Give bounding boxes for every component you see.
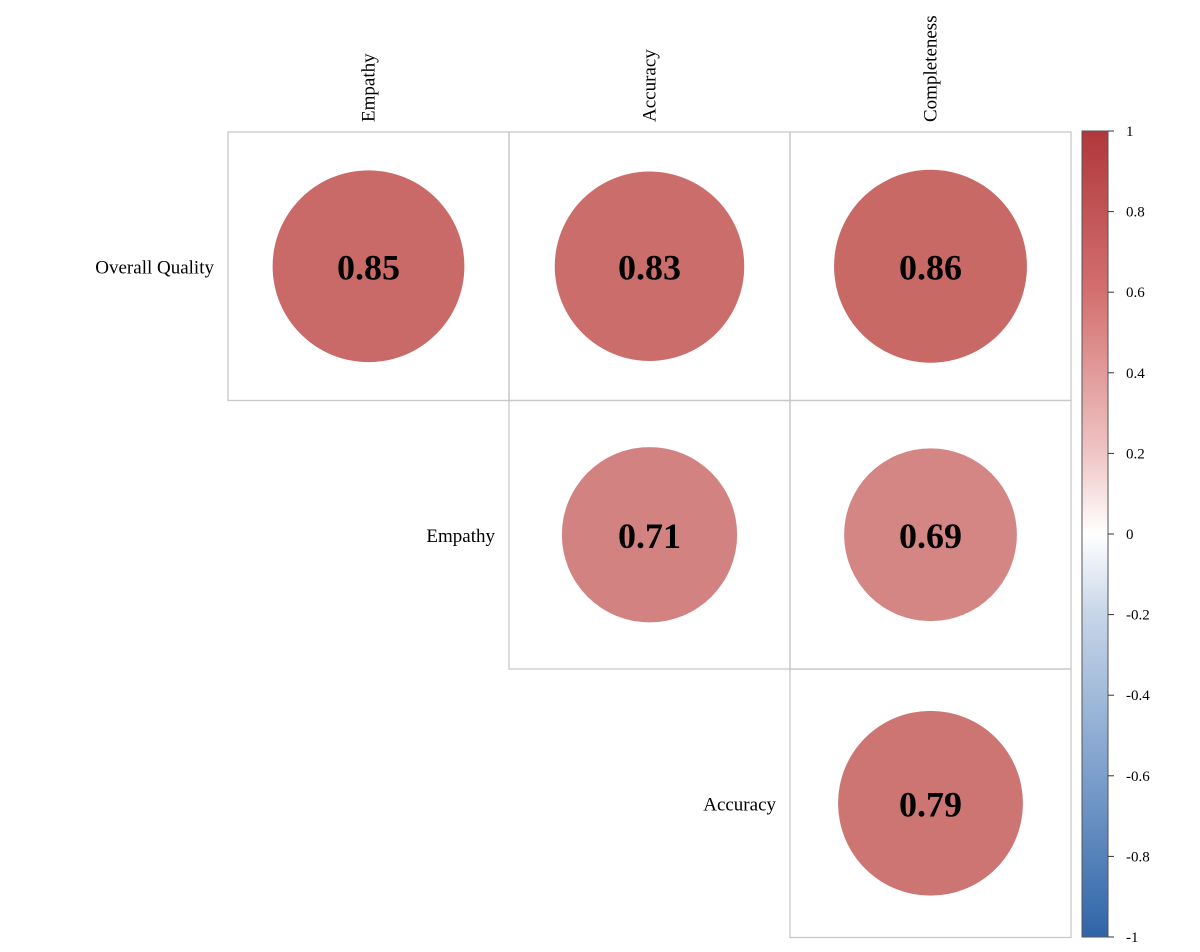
color-bar-tick-label: -1 [1126,930,1139,946]
correlation-circle [272,170,465,363]
color-bar-tick-label: -0.8 [1126,849,1150,865]
column-label: Empathy [359,53,380,122]
column-label: Completeness [921,15,942,122]
color-bar-tick-label: 0.4 [1126,366,1145,382]
correlation-circle [844,448,1017,622]
correlation-value-label: 0.86 [899,247,962,287]
correlation-circle [838,710,1023,896]
axis-labels: Empathy Accuracy Completeness Overall Quali… [95,15,941,815]
color-bar-tick-label: 0.8 [1126,205,1145,221]
column-label: Accuracy [640,49,661,122]
correlation-value-label: 0.83 [618,247,681,287]
color-bar-tick-label: 0 [1126,527,1134,543]
row-label: Accuracy [703,794,776,815]
color-bar-tick-label: 0.6 [1126,285,1145,301]
correlation-circle [561,447,738,623]
color-bar-tick-label: 1 [1126,124,1134,140]
correlation-value-label: 0.85 [337,247,400,287]
row-label: Empathy [426,526,495,547]
color-bar-tick-label: -0.2 [1126,608,1150,624]
color-bar-tick-label: -0.6 [1126,769,1150,785]
color-legend: 1 0.8 0.6 0.4 0.2 0 -0.2 -0.4 -0.6 -0.8 -1 [1081,124,1150,946]
row-label: Overall Quality [95,257,214,278]
color-bar [1081,130,1109,938]
correlation-value-label: 0.79 [899,784,962,824]
matrix-cell [789,668,1072,939]
color-bar-tick-label: -0.4 [1126,688,1150,704]
correlation-circle [834,169,1027,363]
matrix-grid: 0.85 0.83 0.86 0.71 0.69 0.79 [227,131,1072,939]
correlation-circle [554,171,745,361]
color-bar-tick-label: 0.2 [1126,446,1145,462]
correlation-value-label: 0.71 [618,516,681,556]
correlation-value-label: 0.69 [899,516,962,556]
